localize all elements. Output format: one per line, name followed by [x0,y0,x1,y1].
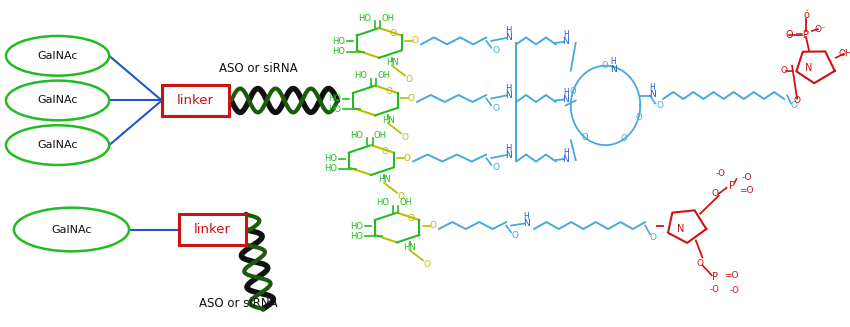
Text: HO: HO [350,221,363,231]
Text: N: N [563,155,570,164]
FancyBboxPatch shape [162,85,230,116]
Text: OH: OH [377,71,391,80]
Text: GalNAc: GalNAc [37,95,78,106]
Text: linker: linker [194,223,231,236]
Text: O⁻: O⁻ [814,25,825,33]
Text: O: O [429,221,436,230]
Text: H: H [505,84,512,93]
Text: O: O [405,75,412,84]
Text: O: O [711,189,718,198]
Text: GalNAc: GalNAc [37,51,78,61]
Text: HO: HO [325,164,337,173]
Text: O: O [697,259,704,268]
Text: O: O [408,214,415,223]
Text: N: N [523,219,530,228]
Text: HO: HO [350,232,363,241]
Text: HO: HO [377,198,389,207]
Text: O: O [581,133,588,142]
Text: H: H [563,147,569,157]
Text: HO: HO [350,131,364,140]
Text: =P: =P [795,30,809,40]
Text: O: O [493,46,500,55]
Text: HO: HO [325,154,337,163]
Text: O: O [570,87,576,96]
Text: HN: HN [377,175,390,184]
Text: HO: HO [359,14,371,23]
Text: GalNAc: GalNAc [51,225,92,234]
Text: O: O [790,101,797,110]
Text: N: N [805,63,813,73]
Text: O: O [407,94,415,103]
Text: P: P [711,272,717,282]
Text: O: O [785,30,793,40]
Text: O: O [493,104,500,113]
Text: HN: HN [382,116,394,125]
Text: O: O [411,36,418,45]
Text: =O: =O [740,186,754,195]
Text: OH: OH [382,14,394,23]
Text: N: N [505,150,512,160]
Text: O: O [635,113,642,122]
Text: ASO or siRNA: ASO or siRNA [218,62,298,75]
Text: -O: -O [729,285,740,295]
Text: O: O [602,61,609,70]
Text: O: O [780,66,788,75]
Text: N: N [505,33,512,43]
Text: N: N [677,224,684,233]
Text: linker: linker [177,94,214,107]
Text: N: N [505,91,512,100]
Text: O: O [423,260,430,269]
Text: OH: OH [839,49,850,58]
Text: O: O [401,133,408,142]
Text: O: O [398,192,405,201]
Text: HO: HO [328,95,342,103]
Text: HN: HN [386,58,399,67]
Text: O: O [621,134,627,143]
Text: O: O [390,29,397,39]
Text: HO: HO [332,37,345,46]
Text: =O: =O [724,271,739,280]
Text: O: O [649,233,657,242]
Text: O: O [656,101,664,110]
Text: HO: HO [354,71,367,80]
Text: H: H [505,144,512,153]
Text: HO: HO [332,47,345,56]
Text: O: O [493,164,500,172]
Text: -O: -O [716,169,726,179]
Text: HN: HN [404,243,416,252]
Text: ó: ó [803,10,809,20]
Text: -O: -O [710,284,720,294]
Text: O: O [794,96,801,105]
Text: N: N [563,37,570,46]
Text: H: H [563,30,569,40]
Text: H: H [649,83,655,92]
Text: O: O [386,87,393,96]
Text: N: N [563,95,570,104]
FancyBboxPatch shape [178,214,246,245]
Text: ASO or siRNA: ASO or siRNA [199,298,278,310]
Text: O: O [404,154,411,163]
Text: O: O [512,231,518,240]
Text: HO: HO [328,105,342,114]
Text: N: N [610,65,617,74]
Text: O: O [382,146,389,156]
Text: -O: -O [741,173,751,182]
Text: H: H [524,212,529,221]
Text: OH: OH [400,198,412,207]
Text: H: H [610,57,616,66]
Text: N: N [649,90,655,99]
Text: H: H [505,26,512,36]
Text: P: P [728,181,734,191]
Text: H: H [563,88,569,97]
Text: OH: OH [374,131,387,140]
Text: GalNAc: GalNAc [37,140,78,150]
